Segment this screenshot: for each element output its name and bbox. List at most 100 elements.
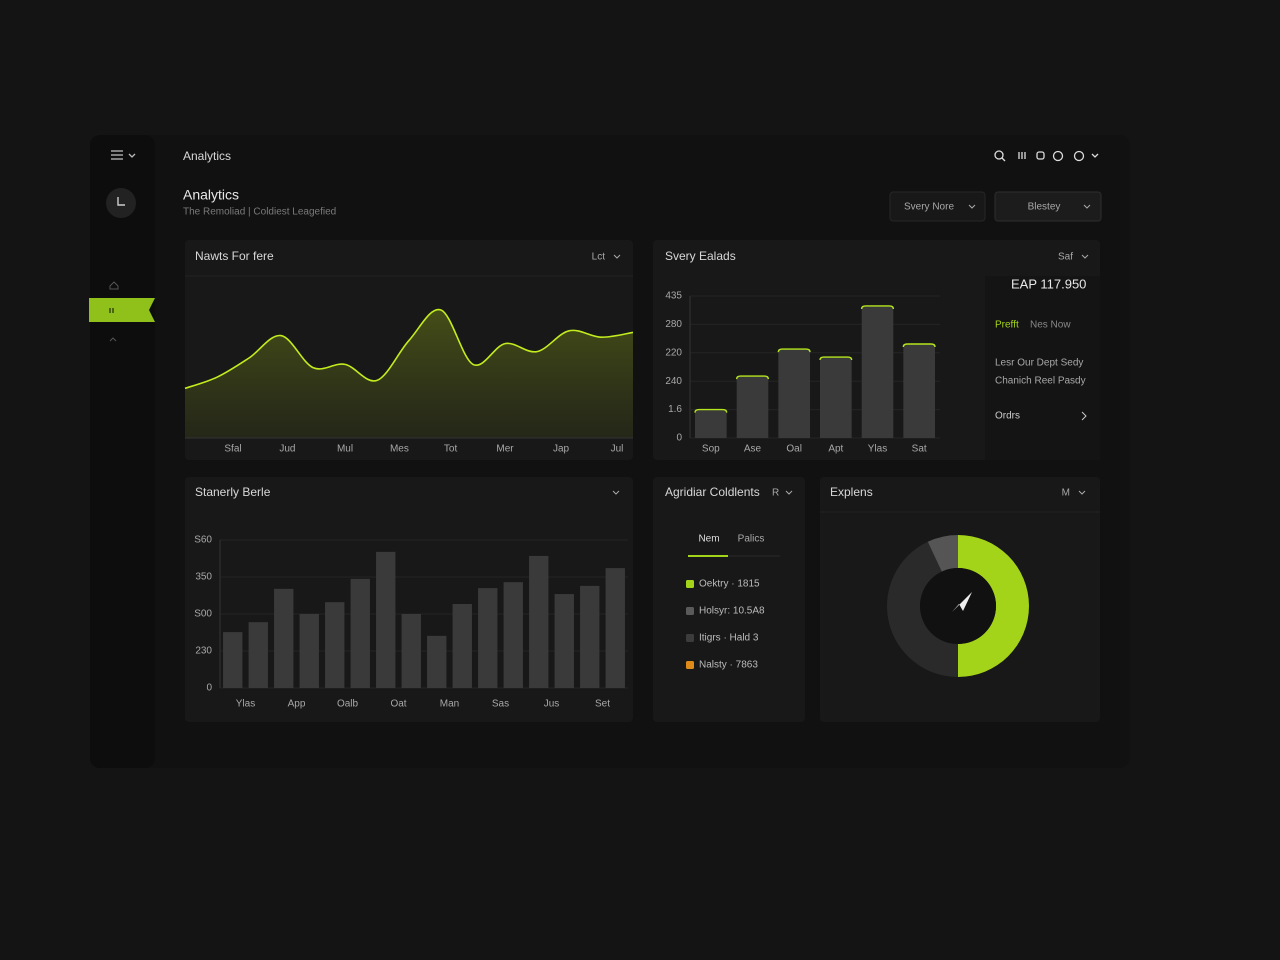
card-filter: Lct [592,252,606,263]
legend-label: Holsyr: 10.5A8 [699,606,765,617]
legend-swatch [686,607,694,615]
bar-edge [777,348,811,353]
topbar-title: Analytics [183,149,231,163]
x-tick-label: Oat [390,699,406,710]
summary-tag: Nes Now [1030,320,1071,331]
x-tick-label: Set [595,699,610,710]
compass-icon [952,592,972,612]
x-tick-label: Man [440,699,459,710]
bar [580,585,600,688]
summary-link[interactable]: Ordrs [995,411,1020,422]
avatar[interactable] [106,188,136,218]
bar-edge [860,305,895,309]
button[interactable] [994,191,1102,222]
bar [427,635,447,688]
card-title: Agridiar Coldlents [665,485,760,499]
x-tick-label: Mes [390,444,409,455]
x-tick-label: Jap [553,444,570,455]
summary-tag: Prefft [995,320,1019,331]
page-title: Analytics [183,187,239,203]
y-tick-label: 435 [665,291,682,302]
bar [861,305,894,438]
bar [736,376,769,438]
bar [554,594,574,688]
x-tick-label: App [288,699,306,710]
donut-slice [886,541,958,677]
card-title: Svery Ealads [665,249,736,263]
bar [376,551,396,688]
legend-label: Oektry · 1815 [699,579,760,590]
tab[interactable]: Palics [738,534,765,545]
bar-edge [694,408,728,413]
button-label[interactable]: Blestey [1028,202,1061,213]
page-subtitle: The Remoliad | Coldiest Leagefied [183,207,336,218]
x-tick-label: Ylas [868,444,887,455]
y-tick-label: 1.6 [668,404,682,415]
bar-edge [735,375,770,380]
legend-label: Itigrs · Hald 3 [699,633,759,644]
y-tick-label: S00 [194,609,212,620]
chevron [1083,204,1091,209]
legend-label: Nalsty · 7863 [699,660,758,671]
y-tick-label: 220 [665,347,682,358]
bar [478,588,498,688]
nav-home[interactable] [109,281,119,290]
bar [223,632,243,688]
x-tick-label: Ylas [236,699,255,710]
chevron [785,490,793,495]
bar [503,582,523,688]
y-tick-label: S60 [194,535,212,546]
legend-swatch [686,634,694,642]
x-tick-label: Jud [279,444,295,455]
x-tick-label: Mul [337,444,353,455]
avatar-icon [117,197,125,206]
nav-active[interactable] [89,298,155,322]
bar-edge [819,356,853,361]
x-tick-label: Oalb [337,699,359,710]
bar-edge [902,343,936,348]
x-tick-label: Apt [828,444,843,455]
chevron [1078,490,1086,495]
y-tick-label: 0 [206,683,212,694]
x-tick-label: Tot [444,444,458,455]
bar [903,343,935,438]
donut-slice [958,535,1029,677]
x-tick-label: Ase [744,444,762,455]
toolbar-icons[interactable] [994,150,1099,162]
button[interactable] [889,191,986,222]
legend-swatch [686,580,694,588]
bar [529,555,549,688]
card-title: Stanerly Berle [195,485,271,499]
bar [820,357,852,438]
y-tick-label: 280 [665,319,682,330]
card [653,477,805,722]
card-filter[interactable]: R [772,488,779,499]
x-tick-label: Jul [611,444,624,455]
x-tick-label: Jus [544,699,560,710]
bar [274,588,294,688]
chevron [968,204,976,209]
donut-slice [927,535,958,572]
card-title: Explens [830,485,873,499]
y-tick-label: 0 [676,433,682,444]
x-tick-label: Sas [492,699,509,710]
y-tick-label: 230 [195,646,212,657]
area-line [184,308,634,390]
bar [401,614,421,688]
bar [452,604,472,688]
summary-value: EAP 117.950 [1011,276,1086,291]
x-tick-label: Sat [912,444,927,455]
x-tick-label: Sop [702,444,720,455]
nav-item[interactable] [109,337,117,342]
bar [778,349,810,438]
y-tick-label: 350 [195,572,212,583]
tab[interactable]: Nem [698,534,719,545]
card-title: Nawts For fere [195,249,274,263]
sidebar [90,135,155,768]
chevron [1081,254,1089,259]
button-label[interactable]: Svery Nore [904,202,954,213]
menu-icon[interactable] [111,150,136,160]
bar [605,568,625,688]
